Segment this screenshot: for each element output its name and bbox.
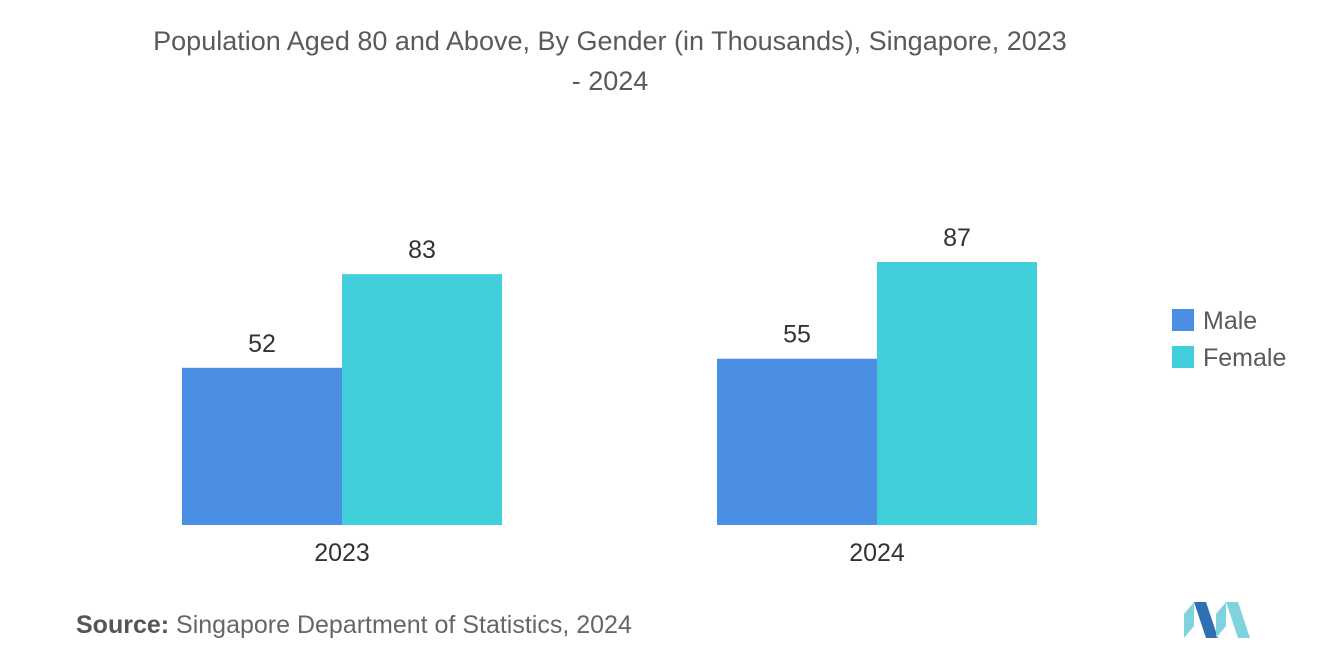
data-label-female-2023: 83 — [408, 236, 436, 264]
source-label: Source: — [76, 611, 170, 639]
x-tick-label-2023: 2023 — [314, 539, 370, 567]
chart-title-line-2: - 2024 — [572, 66, 649, 96]
bar-male-2023 — [182, 367, 342, 525]
bar-chart: Population Aged 80 and Above, By Gender … — [153, 26, 1286, 567]
source-note: Source: Singapore Department of Statisti… — [76, 611, 632, 640]
legend-label-male: Male — [1203, 307, 1257, 335]
bar-male-2024 — [717, 358, 877, 525]
bars-group — [182, 262, 1037, 525]
chart-title-line-1: Population Aged 80 and Above, By Gender … — [153, 26, 1067, 56]
logo-left-diagonal — [1194, 602, 1218, 638]
mordor-logo-icon — [1184, 602, 1250, 638]
bar-female-2024 — [877, 262, 1037, 525]
data-labels-group: 52 83 55 87 — [248, 224, 971, 358]
logo-left-stroke — [1184, 602, 1194, 638]
legend-label-female: Female — [1203, 344, 1286, 372]
source-text: Singapore Department of Statistics, 2024 — [176, 611, 632, 639]
data-label-male-2023: 52 — [248, 330, 276, 358]
bar-female-2023 — [342, 274, 502, 525]
logo-mid-stroke — [1216, 602, 1226, 638]
x-axis-ticks: 2023 2024 — [314, 539, 905, 567]
data-label-female-2024: 87 — [943, 224, 971, 252]
legend-swatch-male — [1172, 309, 1194, 331]
logo-right-diagonal — [1226, 602, 1250, 638]
data-label-male-2024: 55 — [783, 321, 811, 349]
legend-swatch-female — [1172, 346, 1194, 368]
x-tick-label-2024: 2024 — [849, 539, 905, 567]
legend: Male Female — [1172, 307, 1286, 372]
